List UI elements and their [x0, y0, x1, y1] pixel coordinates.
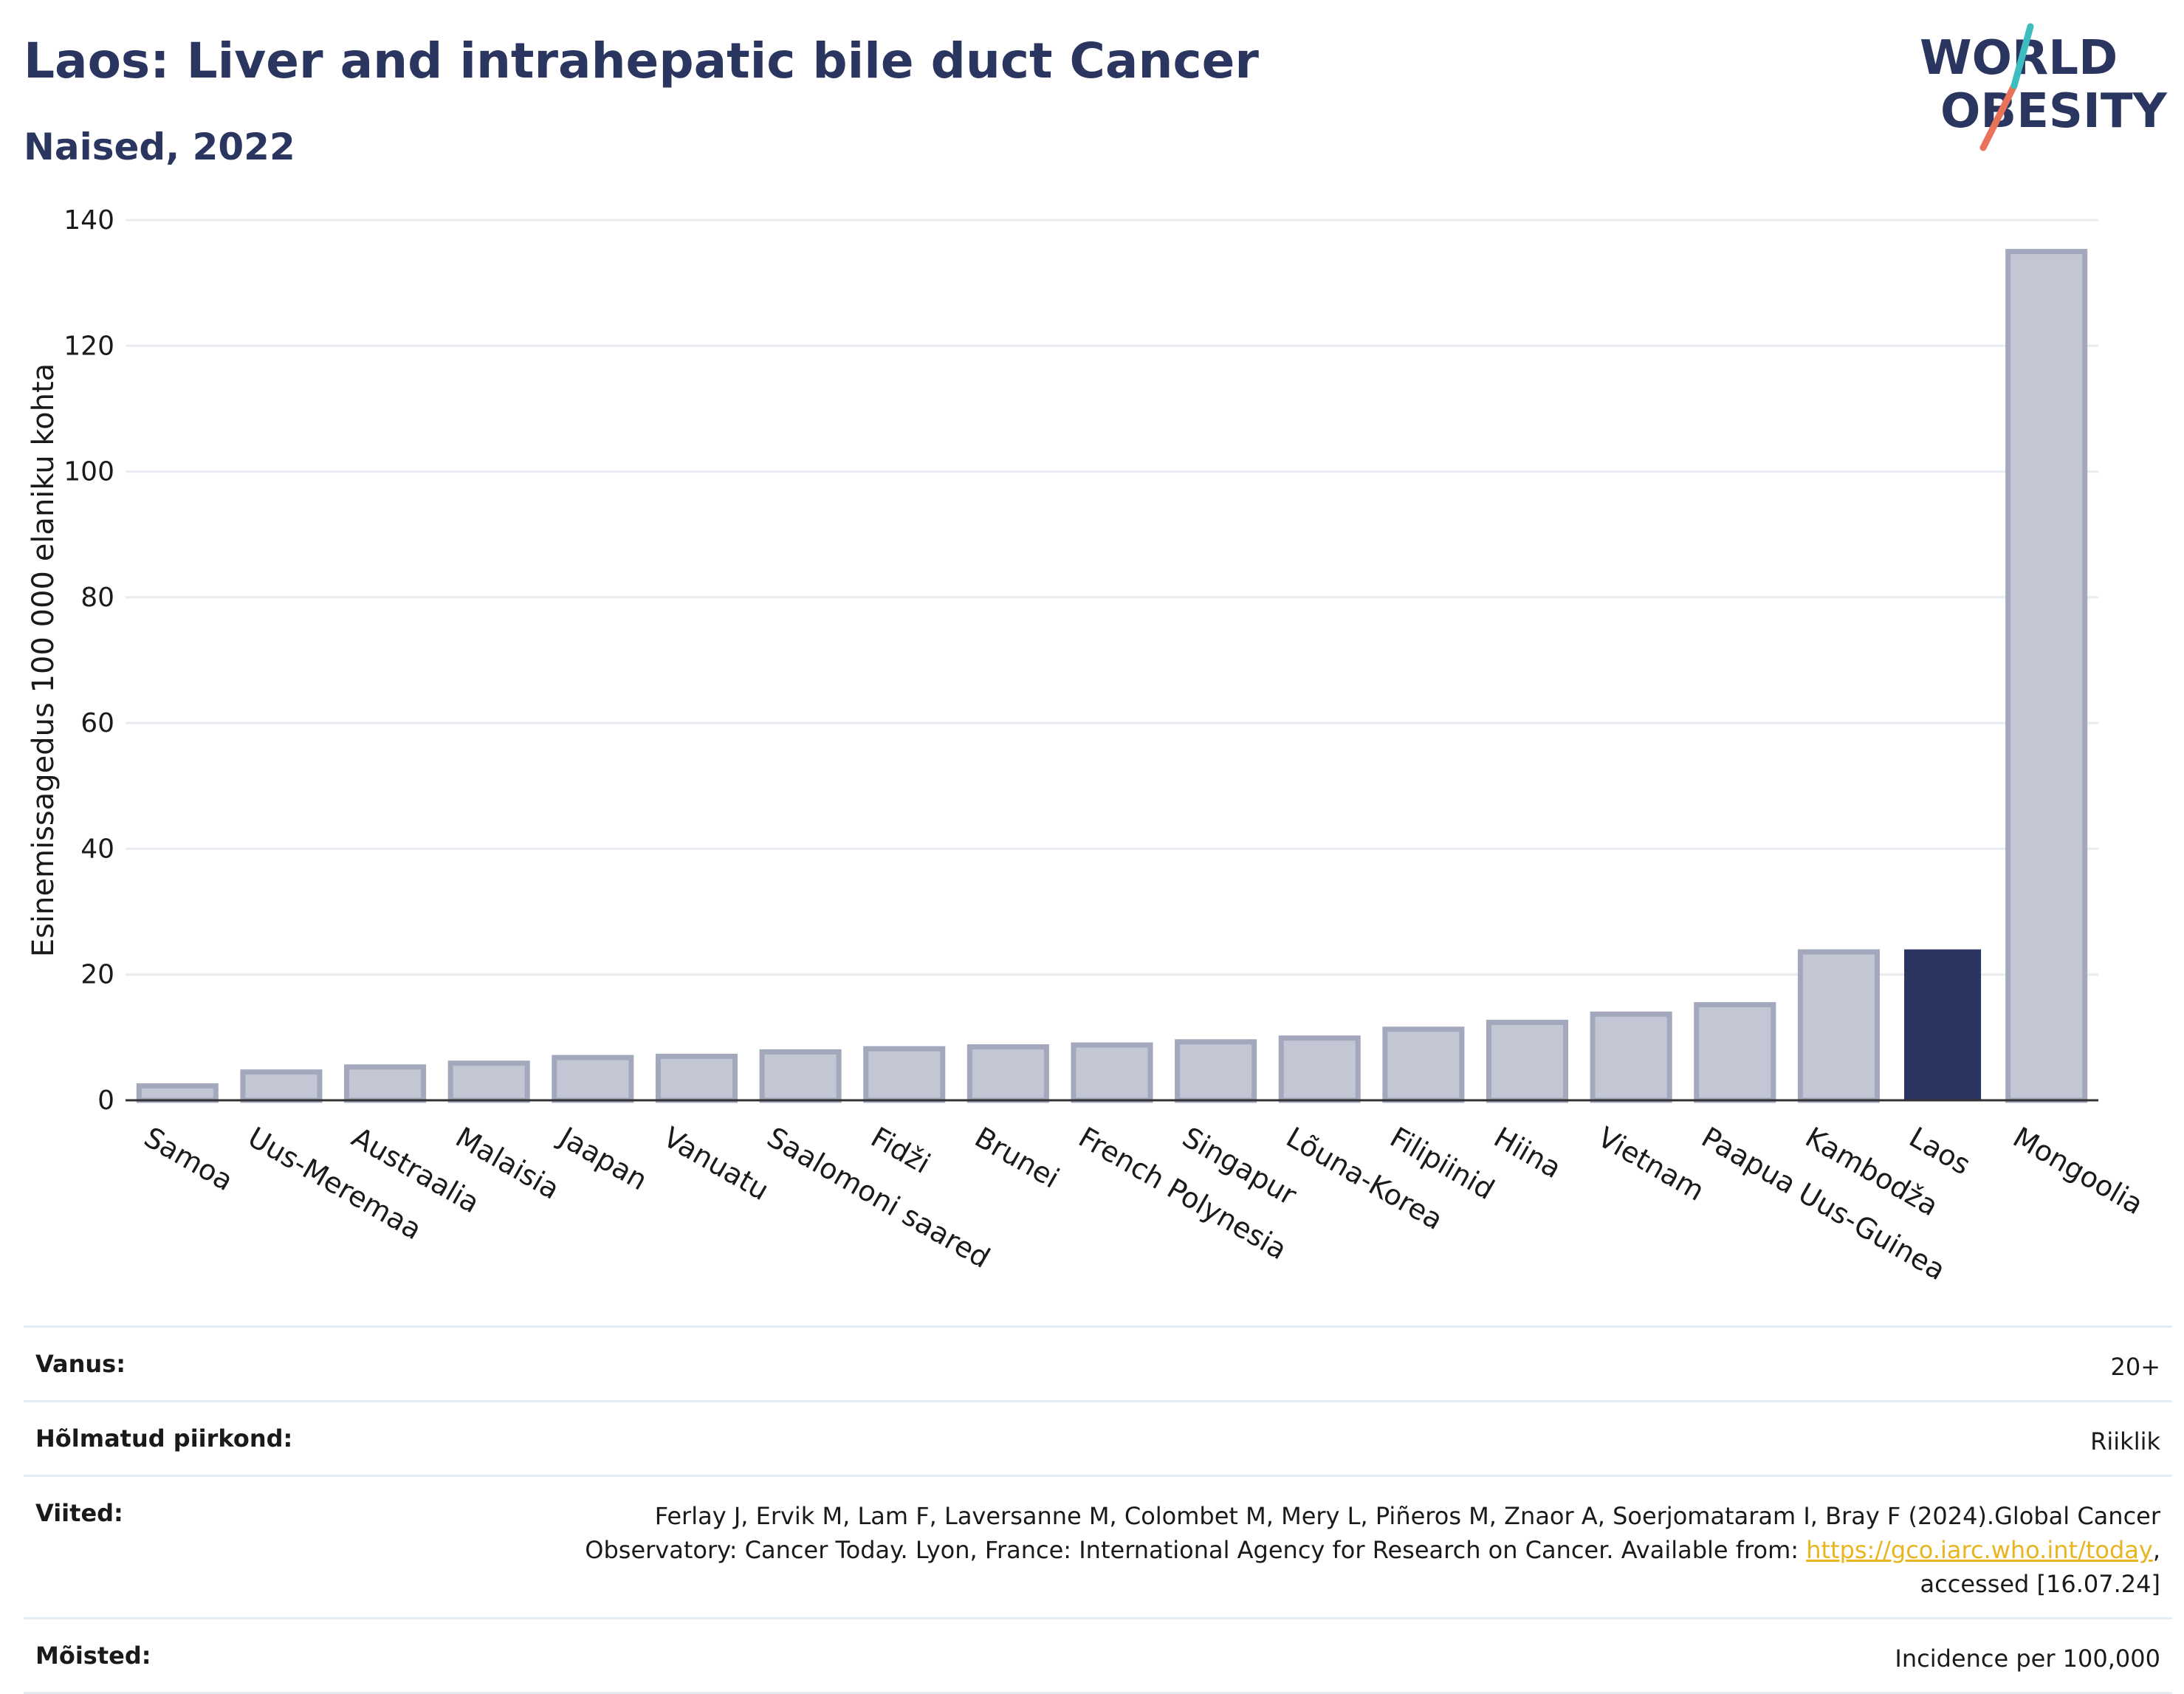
bar-brunei	[966, 1044, 1049, 1103]
bar-fidži	[863, 1046, 946, 1103]
grid-lines	[126, 219, 2098, 976]
bar-laos	[1904, 949, 1982, 1100]
info-label: Viited:	[35, 1499, 123, 1527]
info-label: Vanus:	[35, 1350, 126, 1378]
y-tick-label: 40	[80, 834, 114, 864]
bar-vietnam	[1590, 1011, 1672, 1103]
y-tick-label: 120	[63, 331, 114, 361]
x-tick-label: Samoa	[139, 1121, 238, 1198]
bar-vanuatu	[655, 1053, 738, 1103]
x-tick-label: Fidži	[865, 1121, 935, 1180]
reference-text-end: , accessed [16.07.24]	[1920, 1536, 2160, 1598]
x-tick-label: Brunei	[969, 1121, 1065, 1195]
x-tick-label: Vanuatu	[658, 1121, 775, 1207]
y-tick-label: 140	[63, 205, 114, 236]
bar-lõuna-korea	[1278, 1035, 1361, 1103]
x-tick-label: Laos	[1904, 1121, 1977, 1182]
x-tick-label: Mongoolia	[2008, 1121, 2149, 1221]
bar-singapur	[1175, 1039, 1257, 1103]
x-tick-labels: Samoa Uus-MeremaaAustraaliaMalaisiaJaapan…	[139, 1120, 2149, 1287]
bar-samoa	[136, 1083, 219, 1103]
world-obesity-logo: WORLD OBESITY	[1920, 23, 2167, 151]
info-table: Vanus: 20+ Hõlmatud piirkond: Riiklik Vi…	[24, 1326, 2172, 1694]
info-label: Hõlmatud piirkond:	[35, 1424, 293, 1453]
info-value: Riiklik	[2090, 1427, 2160, 1455]
bar-jaapan	[552, 1055, 634, 1103]
bar-hiina	[1486, 1019, 1569, 1103]
x-tick-label: Vietnam	[1593, 1121, 1710, 1207]
reference-text: Ferlay J, Ervik M, Lam F, Laversanne M, …	[585, 1502, 2160, 1564]
bar-kambodža	[1797, 949, 1880, 1103]
bar-mongoolia	[2005, 249, 2088, 1103]
info-value-references: Ferlay J, Ervik M, Lam F, Laversanne M, …	[551, 1499, 2160, 1601]
y-tick-label: 100	[63, 457, 114, 487]
y-tick-labels: 0 20 40 60 80 100 120 140	[63, 205, 114, 1116]
x-tick-label: Uus-Meremaa	[242, 1121, 427, 1247]
x-tick-label: Hiina	[1488, 1121, 1567, 1185]
reference-link[interactable]: https://gco.iarc.who.int/today	[1806, 1536, 2153, 1564]
x-tick-label: Jaapan	[553, 1120, 653, 1197]
bar-uus-meremaa	[240, 1069, 323, 1103]
y-tick-label: 80	[80, 583, 114, 613]
logo-slash-teal	[2010, 23, 2034, 89]
logo-line2: OBESITY	[1940, 84, 2167, 139]
y-tick-label: 20	[80, 960, 114, 990]
y-axis-label: Esinemissagedus 100 000 elaniku kohta	[27, 363, 61, 957]
bar-french-polynesia	[1071, 1042, 1153, 1103]
y-tick-label: 60	[80, 708, 114, 738]
info-row-age: Vanus: 20+	[24, 1326, 2172, 1400]
bar-paapua-uus-guinea	[1694, 1002, 1776, 1103]
info-label: Mõisted:	[35, 1642, 151, 1670]
logo-slash-coral	[1979, 82, 2018, 151]
info-row-definitions: Mõisted: Incidence per 100,000	[24, 1617, 2172, 1694]
bar-filipiinid	[1382, 1026, 1465, 1103]
bar-austraalia	[344, 1064, 427, 1103]
info-value: 20+	[2110, 1353, 2160, 1381]
bars	[136, 249, 2088, 1103]
info-row-references: Viited: Ferlay J, Ervik M, Lam F, Lavers…	[24, 1475, 2172, 1617]
chart-subtitle: Naised, 2022	[24, 126, 295, 168]
chart-title: Laos: Liver and intrahepatic bile duct C…	[24, 32, 1259, 89]
info-value: Incidence per 100,000	[1895, 1645, 2160, 1673]
y-tick-label: 0	[97, 1086, 114, 1116]
bar-chart: 0 20 40 60 80 100 120 140 Samoa Uus-MeremaaAustr…	[27, 205, 2149, 1287]
bar-malaisia	[447, 1060, 530, 1103]
info-row-coverage: Hõlmatud piirkond: Riiklik	[24, 1400, 2172, 1475]
bar-saalomoni-saared	[759, 1049, 842, 1103]
